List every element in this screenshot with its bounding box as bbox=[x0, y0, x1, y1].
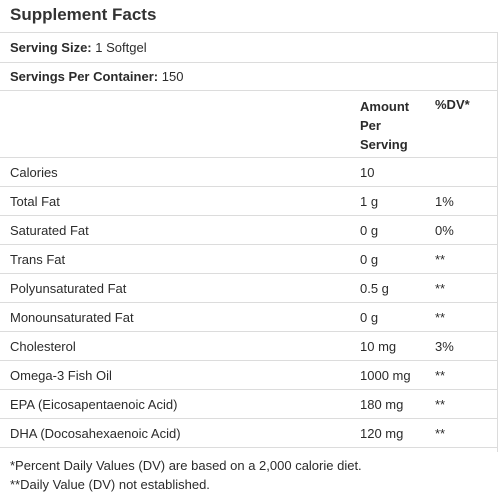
serving-size-label: Serving Size: bbox=[10, 40, 92, 55]
nutrient-name: Saturated Fat bbox=[10, 223, 89, 238]
servings-per-container-row: Servings Per Container: 150 bbox=[0, 62, 498, 91]
servings-per-container-value: 150 bbox=[161, 69, 184, 84]
nutrient-row: Polyunsaturated Fat 0.5 g ** bbox=[0, 274, 498, 303]
amount-per-serving-header: Amount Per Serving bbox=[360, 99, 410, 152]
nutrient-row: Trans Fat 0 g ** bbox=[0, 245, 498, 274]
nutrient-name: Monounsaturated Fat bbox=[10, 310, 134, 325]
right-border bbox=[497, 32, 498, 452]
nutrient-name: Cholesterol bbox=[10, 339, 76, 354]
nutrient-row: Saturated Fat 0 g 0% bbox=[0, 216, 498, 245]
nutrient-dv: ** bbox=[435, 281, 446, 296]
nutrient-name: Trans Fat bbox=[10, 252, 66, 267]
nutrient-row: Calories 10 bbox=[0, 158, 498, 187]
nutrient-amount: 0.5 g bbox=[360, 281, 389, 296]
column-header-row: Amount Per Serving %DV* bbox=[0, 91, 498, 158]
nutrient-row: DHA (Docosahexaenoic Acid) 120 mg ** bbox=[0, 419, 498, 448]
footnote-dv: *Percent Daily Values (DV) are based on … bbox=[10, 458, 362, 473]
servings-per-container-label: Servings Per Container: bbox=[10, 69, 159, 84]
nutrient-row: EPA (Eicosapentaenoic Acid) 180 mg ** bbox=[0, 390, 498, 419]
nutrient-dv: ** bbox=[435, 310, 446, 325]
dv-header: %DV* bbox=[435, 97, 470, 112]
nutrient-dv: 3% bbox=[435, 339, 454, 354]
nutrient-dv: 1% bbox=[435, 194, 454, 209]
footnote-not-established: **Daily Value (DV) not established. bbox=[10, 477, 210, 492]
nutrient-name: Polyunsaturated Fat bbox=[10, 281, 127, 296]
nutrient-name: DHA (Docosahexaenoic Acid) bbox=[10, 426, 181, 441]
nutrient-dv: ** bbox=[435, 426, 446, 441]
nutrient-dv: ** bbox=[435, 397, 446, 412]
nutrient-amount: 0 g bbox=[360, 310, 379, 325]
nutrient-name: EPA (Eicosapentaenoic Acid) bbox=[10, 397, 178, 412]
nutrient-amount: 1 g bbox=[360, 194, 379, 209]
nutrient-row: Monounsaturated Fat 0 g ** bbox=[0, 303, 498, 332]
nutrient-amount: 0 g bbox=[360, 223, 379, 238]
nutrient-amount: 0 g bbox=[360, 252, 379, 267]
nutrient-name: Omega-3 Fish Oil bbox=[10, 368, 112, 383]
nutrient-row: Cholesterol 10 mg 3% bbox=[0, 332, 498, 361]
nutrient-amount: 180 mg bbox=[360, 397, 404, 412]
nutrient-amount: 120 mg bbox=[360, 426, 404, 441]
nutrient-amount: 1000 mg bbox=[360, 368, 411, 383]
nutrient-name: Total Fat bbox=[10, 194, 60, 209]
nutrient-name: Calories bbox=[10, 165, 58, 180]
nutrient-dv: ** bbox=[435, 252, 446, 267]
nutrient-dv: ** bbox=[435, 368, 446, 383]
nutrient-row: Total Fat 1 g 1% bbox=[0, 187, 498, 216]
nutrient-dv: 0% bbox=[435, 223, 454, 238]
nutrient-row: Omega-3 Fish Oil 1000 mg ** bbox=[0, 361, 498, 390]
serving-size-value: 1 Softgel bbox=[95, 40, 147, 55]
nutrient-amount: 10 mg bbox=[360, 339, 397, 354]
nutrient-amount: 10 bbox=[360, 165, 375, 180]
serving-size-row: Serving Size: 1 Softgel bbox=[0, 32, 498, 63]
panel-title: Supplement Facts bbox=[10, 5, 157, 24]
